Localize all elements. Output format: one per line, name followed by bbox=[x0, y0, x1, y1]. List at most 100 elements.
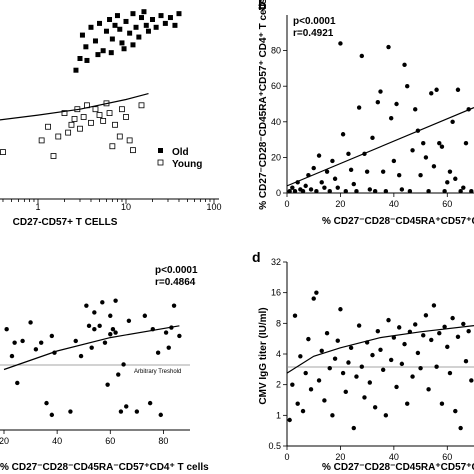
legend-young-label: Young bbox=[172, 159, 202, 170]
panel-b-data-point bbox=[442, 189, 447, 194]
panel-b-data-point bbox=[469, 189, 474, 194]
panel-c-data-point bbox=[171, 303, 177, 308]
panel-c-threshold-label: Arbitrary Treshold bbox=[134, 369, 181, 375]
old-data-point bbox=[143, 22, 149, 28]
panel-d-data-point bbox=[415, 350, 421, 356]
panel-b-data-point bbox=[397, 173, 402, 178]
old-data-point bbox=[108, 50, 114, 56]
panel-a: 1 10 100 CD27-CD57+ T CELLS Old Young bbox=[0, 9, 222, 228]
panel-c-data-point bbox=[102, 340, 108, 345]
young-data-point bbox=[106, 110, 113, 116]
panel-b-data-point bbox=[340, 132, 346, 137]
young-data-point bbox=[116, 133, 123, 140]
panel-d-data-point bbox=[340, 370, 346, 376]
panel-c-data-point bbox=[15, 380, 20, 386]
panel-b-letter: b bbox=[258, 0, 267, 13]
panel-a-x-tick-100: 100 bbox=[206, 202, 221, 212]
panel-b-data-point bbox=[378, 89, 383, 94]
panel-d-data-point bbox=[308, 387, 314, 392]
old-data-point bbox=[107, 17, 113, 22]
panel-c-data-point bbox=[89, 345, 94, 350]
panel-d-data-point bbox=[453, 408, 458, 414]
panel-d-y-tick-label: 2 bbox=[276, 380, 281, 390]
panel-b-data-point bbox=[348, 167, 354, 173]
panel-c-data-point bbox=[147, 400, 153, 406]
old-data-point bbox=[88, 24, 94, 30]
panel-c-x-tick-label: 60 bbox=[105, 436, 115, 446]
panel-d-letter: d bbox=[252, 249, 261, 265]
panel-d-data-point bbox=[391, 335, 397, 340]
panel-b-x-tick-label: 60 bbox=[442, 199, 452, 209]
old-data-point bbox=[100, 48, 106, 54]
panel-b-x-axis-label: % CD27⁻CD28⁻CD45RA⁺CD57⁺C bbox=[322, 216, 474, 227]
panel-d-data-point bbox=[356, 323, 362, 328]
panel-d-x-tick-label: 40 bbox=[389, 452, 399, 462]
panel-b-data-point bbox=[455, 87, 461, 92]
panel-d-fit-curve bbox=[286, 325, 474, 374]
panel-d-y-axis-label: CMV IgG titer (IU/ml) bbox=[258, 307, 269, 404]
legend-old-marker bbox=[158, 148, 163, 153]
panel-c-r-value: r=0.4864 bbox=[155, 277, 196, 288]
panel-b-data-point bbox=[359, 53, 364, 59]
panel-c-x-tick-label: 40 bbox=[52, 436, 62, 446]
panel-d-data-point bbox=[405, 401, 410, 406]
panel-c-x-axis-label: % CD27⁻CD28⁻CD45RA⁻CD57⁺CD4⁺ T cells bbox=[0, 462, 209, 473]
young-data-point bbox=[45, 123, 51, 130]
panel-d-x-tick-label: 60 bbox=[442, 452, 452, 462]
panel-c-data-point bbox=[39, 340, 44, 345]
panel-d-data-point bbox=[359, 364, 364, 369]
panel-d-data-point bbox=[388, 357, 394, 363]
panel-d-data-point bbox=[386, 317, 391, 323]
panel-c-data-point bbox=[44, 400, 49, 406]
old-data-point bbox=[77, 56, 83, 61]
panel-c-x-tick-label: 20 bbox=[0, 436, 9, 446]
panel-b-data-point bbox=[423, 155, 429, 160]
panel-b-data-point bbox=[319, 180, 324, 185]
panel-d-data-point bbox=[378, 347, 383, 352]
panel-b-data-point bbox=[380, 169, 386, 174]
old-data-point bbox=[133, 24, 139, 30]
panel-b-data-point bbox=[316, 153, 322, 158]
panel-c-data-point bbox=[86, 323, 92, 329]
panel-d-x-tick-label: 0 bbox=[284, 452, 289, 462]
old-data-point bbox=[84, 57, 90, 63]
old-data-point bbox=[121, 46, 127, 52]
panel-c-data-point bbox=[155, 350, 161, 355]
panel-b-data-point bbox=[354, 189, 359, 194]
panel-d-data-point bbox=[399, 361, 405, 367]
panel-d-data-point bbox=[287, 417, 292, 423]
panel-c-data-point bbox=[33, 347, 39, 352]
panel-d-y-tick-label: 8 bbox=[276, 318, 281, 328]
panel-c-data-point bbox=[113, 330, 118, 335]
old-data-point bbox=[145, 28, 151, 34]
panel-b-x-tick-label: 0 bbox=[284, 199, 289, 209]
panel-c-data-point bbox=[97, 323, 102, 329]
old-data-point bbox=[95, 52, 101, 58]
young-data-point bbox=[0, 149, 6, 156]
panel-b-data-point bbox=[367, 187, 373, 192]
panel-b-data-point bbox=[322, 185, 327, 190]
old-data-point bbox=[92, 38, 98, 44]
panel-d-data-point bbox=[469, 378, 474, 383]
panel-d-data-point bbox=[466, 328, 471, 334]
panel-b-data-point bbox=[292, 189, 298, 194]
panel-b-data-point bbox=[463, 140, 469, 146]
panel-c-data-point bbox=[9, 353, 15, 359]
panel-d-data-point bbox=[447, 370, 453, 376]
panel-b-data-point bbox=[364, 169, 370, 174]
panel-d-data-point bbox=[362, 395, 367, 400]
young-data-point bbox=[65, 129, 72, 136]
panel-b-data-point bbox=[335, 185, 340, 190]
panel-c-data-point bbox=[49, 412, 55, 418]
young-data-point bbox=[130, 147, 136, 154]
panel-d-data-point bbox=[413, 322, 418, 327]
old-data-point bbox=[79, 32, 85, 38]
young-data-point bbox=[126, 137, 133, 144]
panel-b-data-point bbox=[447, 169, 453, 174]
young-data-point bbox=[80, 114, 87, 120]
young-data-point bbox=[109, 143, 116, 150]
panel-d-data-point bbox=[338, 307, 343, 312]
panel-b-data-point bbox=[300, 189, 306, 194]
panel-d-data-point bbox=[290, 382, 295, 387]
panel-d-data-point bbox=[311, 296, 316, 301]
